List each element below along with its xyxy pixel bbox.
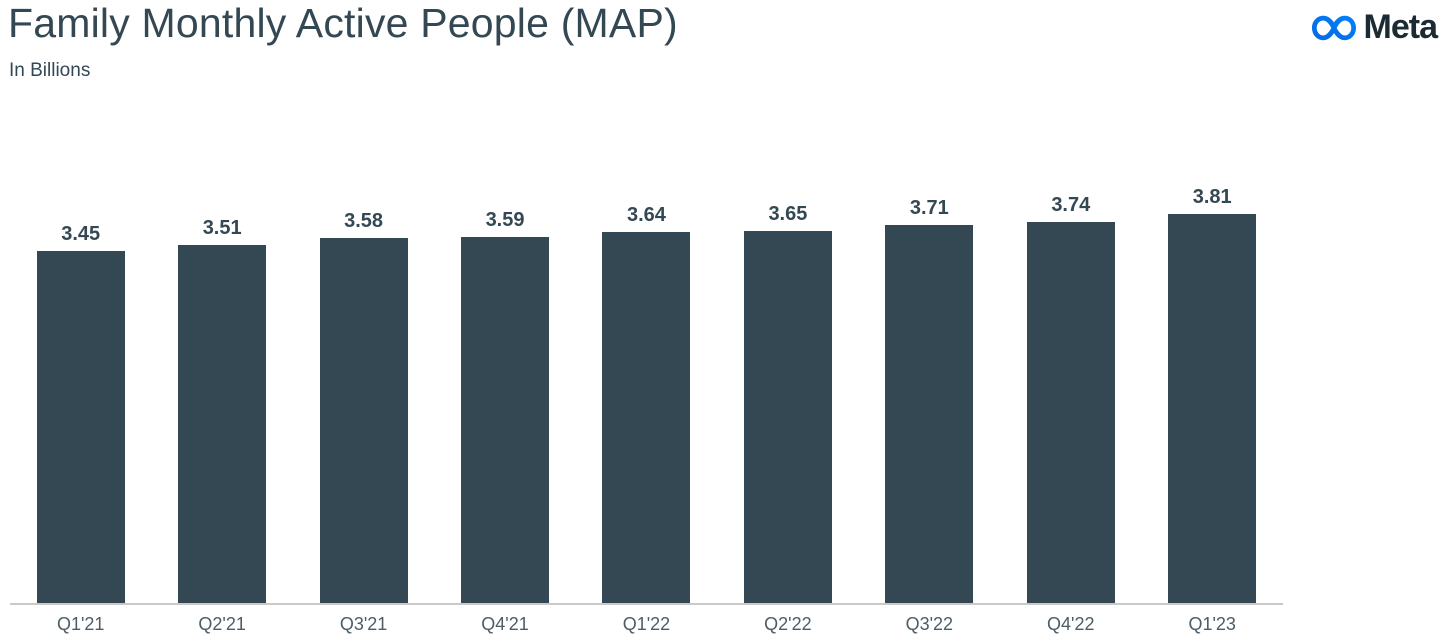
meta-logo: Meta xyxy=(1310,8,1438,47)
x-axis-tick-label: Q1'23 xyxy=(1188,614,1236,634)
bar-value-label: 3.59 xyxy=(485,209,525,231)
x-axis-tick-label: Q2'22 xyxy=(764,614,812,634)
x-axis-tick-label: Q2'21 xyxy=(198,614,246,634)
x-axis-tick-label: Q4'21 xyxy=(481,614,529,634)
bar-group: 3.71 Q3'22 xyxy=(859,0,1000,641)
bar-group: 3.74 Q4'22 xyxy=(1000,0,1141,641)
bar xyxy=(319,238,408,603)
bar-group: 3.59 Q4'21 xyxy=(434,0,575,641)
bar xyxy=(461,237,550,603)
bar xyxy=(602,232,691,603)
bar-value-label: 3.58 xyxy=(344,210,384,232)
bar xyxy=(1168,214,1257,603)
bar-value-label: 3.74 xyxy=(1051,194,1091,216)
bar-value-label: 3.51 xyxy=(202,217,242,239)
bar-chart: 3.45 Q1'21 3.51 Q2'21 3.58 Q3'21 3.59 Q4'21 3.64… xyxy=(10,0,1283,641)
x-axis-tick-label: Q1'21 xyxy=(56,614,105,634)
bar-value-label: 3.71 xyxy=(909,197,949,219)
bar-value-label: 3.64 xyxy=(627,204,666,226)
bar-group: 3.65 Q2'22 xyxy=(717,0,858,641)
bar xyxy=(885,225,974,603)
meta-wordmark: Meta xyxy=(1363,8,1438,46)
x-axis-tick-label: Q3'22 xyxy=(905,614,954,634)
x-axis-line xyxy=(10,603,1283,605)
bar-group: 3.81 Q1'23 xyxy=(1142,0,1283,641)
bar-group: 3.64 Q1'22 xyxy=(576,0,717,641)
bar xyxy=(743,231,832,603)
x-axis-tick-label: Q3'21 xyxy=(339,614,388,634)
bar-value-label: 3.65 xyxy=(768,203,808,225)
bar-value-label: 3.81 xyxy=(1192,186,1232,208)
meta-infinity-icon xyxy=(1311,15,1356,40)
x-axis-tick-label: Q4'22 xyxy=(1047,614,1095,634)
x-axis-tick-label: Q1'22 xyxy=(622,614,671,634)
bar xyxy=(1026,222,1115,603)
bar-group: 3.51 Q2'21 xyxy=(151,0,292,641)
bar-group: 3.58 Q3'21 xyxy=(293,0,434,641)
bar xyxy=(178,245,267,603)
bar-value-label: 3.45 xyxy=(61,223,101,245)
page-title: Family Monthly Active People (MAP) xyxy=(8,0,678,46)
bar xyxy=(36,251,125,603)
bar-group: 3.45 Q1'21 xyxy=(10,0,151,641)
chart-subtitle: In Billions xyxy=(9,60,91,81)
